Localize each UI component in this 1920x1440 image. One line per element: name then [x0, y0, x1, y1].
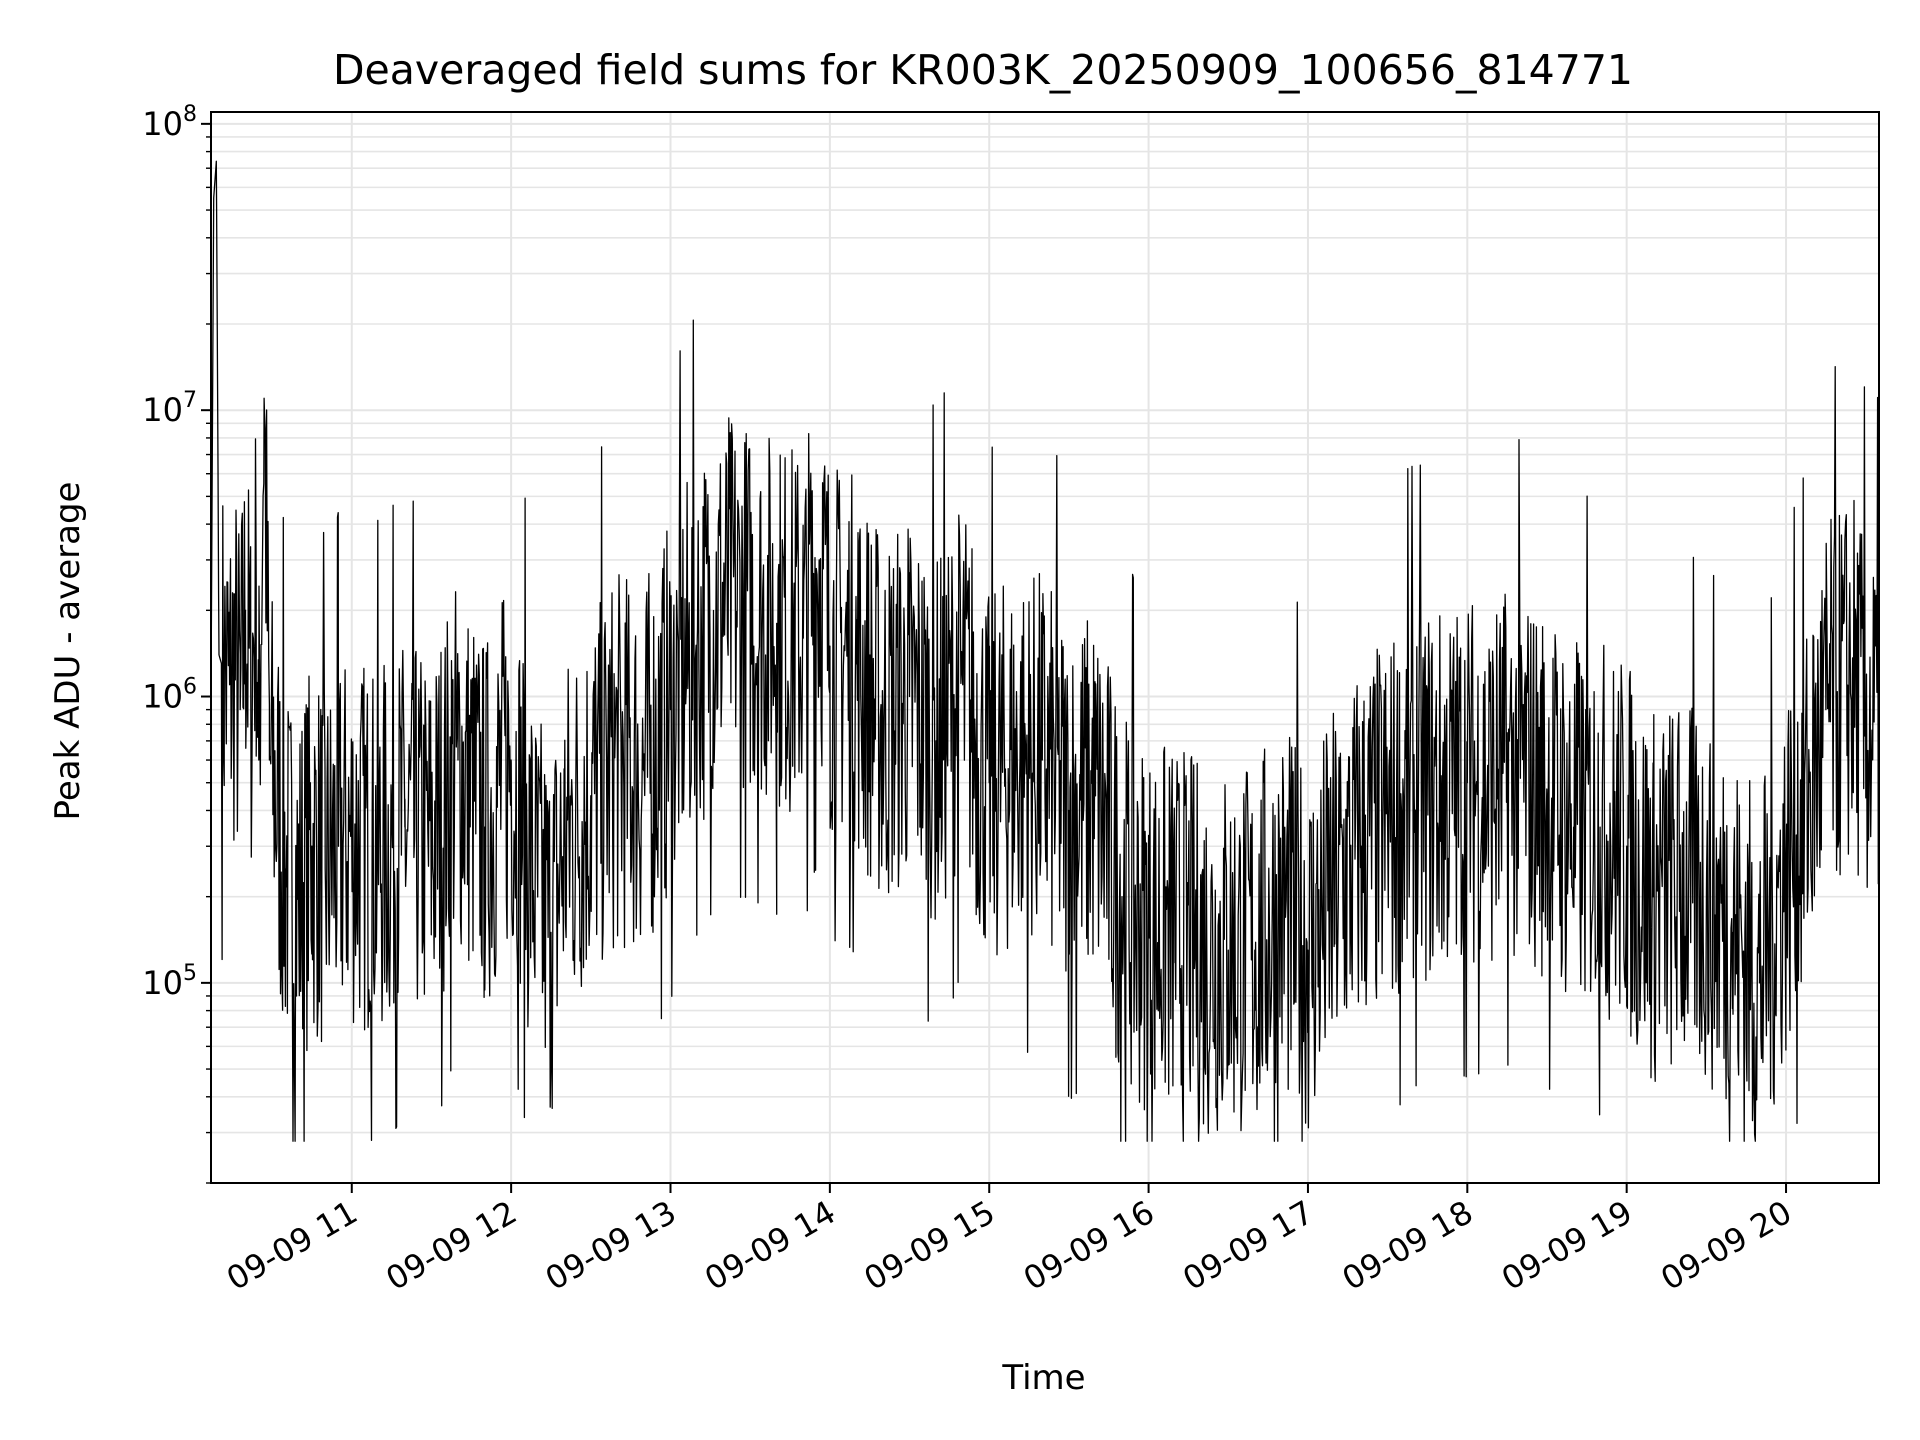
y-tick-label: 106	[142, 675, 197, 716]
x-axis-title: Time	[1001, 1358, 1085, 1398]
y-tick-label: 107	[142, 388, 197, 429]
plot-frame	[210, 111, 1880, 1184]
plot-area	[210, 160, 1880, 1142]
y-tick-label: 105	[142, 961, 197, 1002]
y-axis-title: Peak ADU - average	[48, 482, 88, 821]
chart-title: Deaveraged field sums for KR003K_2025090…	[333, 46, 1633, 94]
series-line	[210, 160, 1880, 1142]
y-tick-label: 108	[142, 102, 197, 143]
